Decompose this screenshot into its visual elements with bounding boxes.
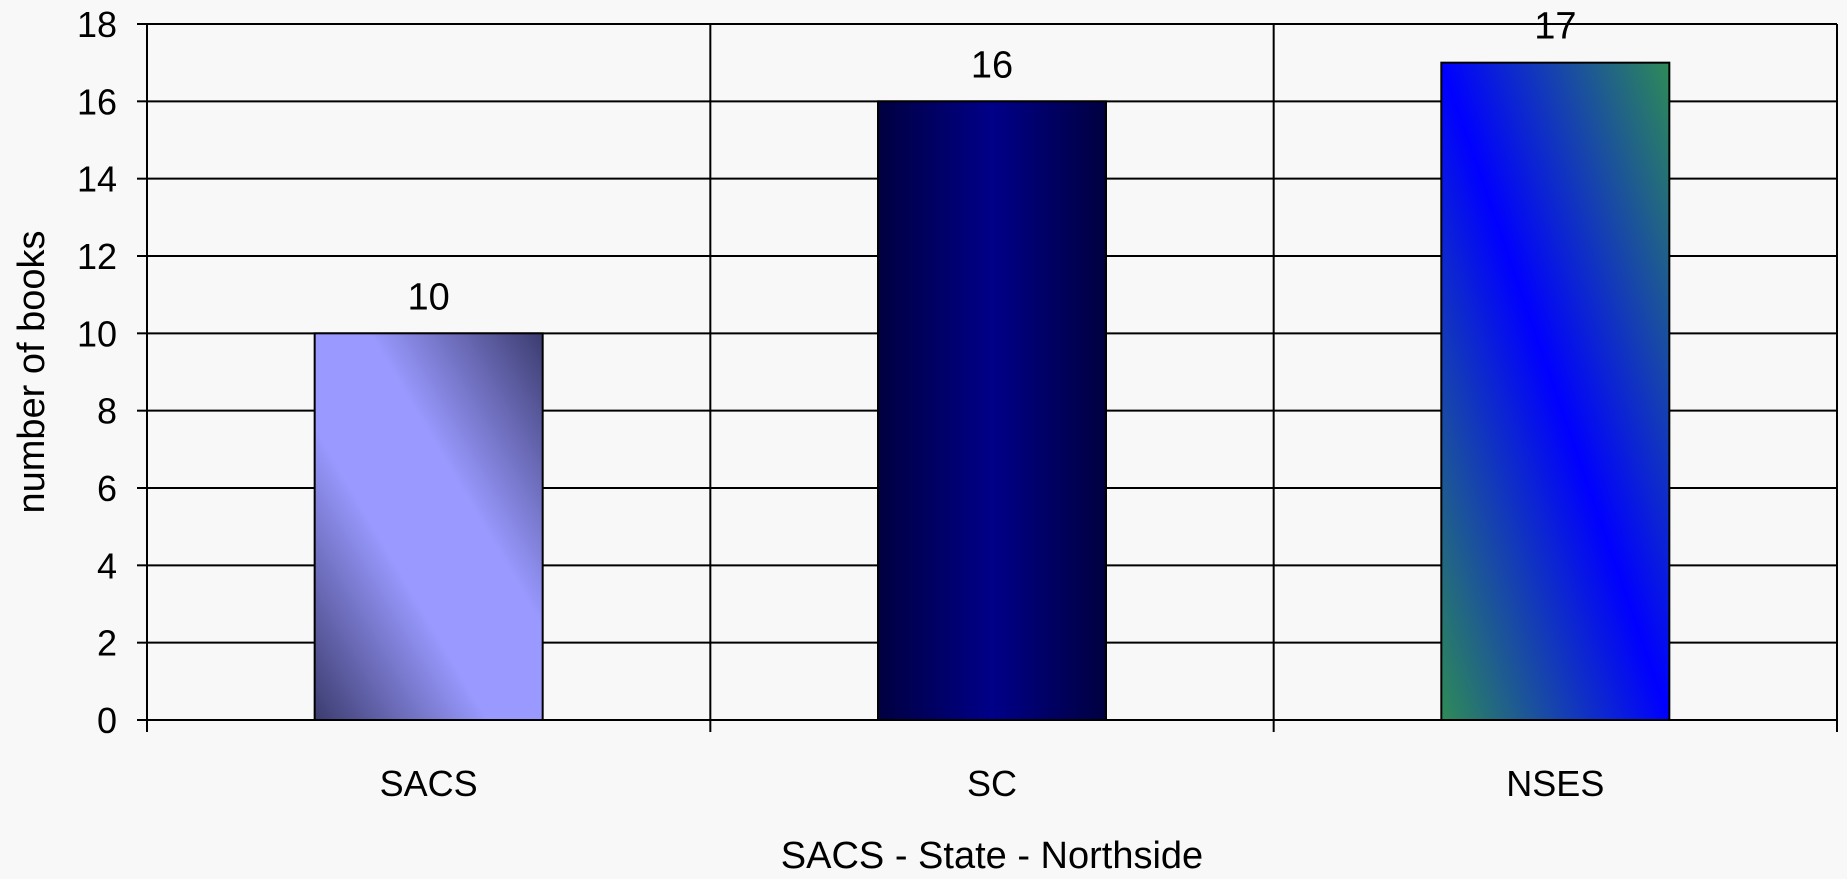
- y-tick-label: 4: [97, 545, 117, 586]
- x-tick-label: SACS: [380, 763, 478, 804]
- y-axis-ticks: 0 2 4 6 8 10 12 14 16 18: [77, 4, 147, 741]
- x-axis-title: SACS - State - Northside: [781, 835, 1203, 877]
- y-axis-title: number of books: [11, 230, 53, 513]
- axes: [146, 24, 1837, 721]
- y-tick-label: 18: [77, 4, 117, 45]
- bar-nses: [1440, 61, 1671, 721]
- x-tick-label: SC: [967, 763, 1017, 804]
- y-tick-label: 16: [77, 81, 117, 122]
- y-tick-label: 12: [77, 236, 117, 277]
- y-tick-label: 14: [77, 159, 117, 200]
- data-label: 16: [971, 44, 1013, 86]
- data-label: 17: [1534, 6, 1576, 48]
- x-axis-ticks: SACS SC NSES: [146, 720, 1838, 804]
- y-tick-label: 0: [97, 700, 117, 741]
- y-tick-label: 8: [97, 391, 117, 432]
- y-tick-label: 6: [97, 468, 117, 509]
- bar-sacs: [313, 332, 544, 721]
- x-tick-label: NSES: [1506, 763, 1604, 804]
- bar-sc: [877, 100, 1107, 722]
- y-tick-label: 10: [77, 313, 117, 354]
- data-labels: 10 16 17: [408, 6, 1577, 319]
- bars: [313, 61, 1671, 722]
- data-label: 10: [408, 276, 450, 318]
- y-tick-label: 2: [97, 623, 117, 664]
